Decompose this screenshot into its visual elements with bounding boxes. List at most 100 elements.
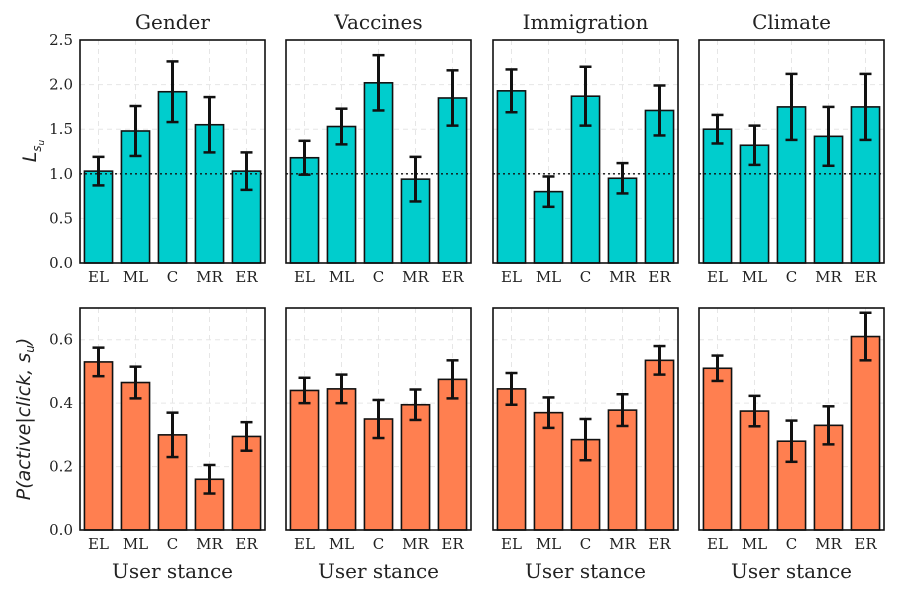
y-label-bottom-close: ) <box>13 338 35 347</box>
x-tick-label: ML <box>536 535 561 553</box>
x-tick-label: ER <box>854 268 877 286</box>
x-tick-label: MR <box>402 268 429 286</box>
y-label-bottom-sub: u <box>23 345 37 353</box>
x-tick-label: ER <box>441 535 464 553</box>
bar-ml <box>326 125 357 264</box>
panel-frame <box>79 39 266 264</box>
panel-title: Vaccines <box>333 10 422 34</box>
x-tick-label: ER <box>854 535 877 553</box>
panel-title: Climate <box>752 10 831 34</box>
bar-ml <box>739 410 770 531</box>
bar-el <box>83 170 114 264</box>
bar-er <box>644 359 675 531</box>
y-label-bottom-main: P(active|click, s <box>13 353 35 501</box>
x-axis-label: User stance <box>525 559 646 583</box>
x-tick-label: C <box>580 535 591 553</box>
y-tick-label: 2.0 <box>49 76 73 94</box>
panel-gender-row-1: Gender EL ML C MR ER 0.0 0.5 1.0 1.5 2.0 2.5 <box>49 10 266 286</box>
x-tick-label: EL <box>501 268 522 286</box>
x-tick-label: ML <box>123 535 148 553</box>
x-tick-label: ER <box>648 268 671 286</box>
x-tick-label: ML <box>329 535 354 553</box>
x-tick-label: C <box>786 535 797 553</box>
y-tick-label: 1.5 <box>49 120 73 138</box>
x-tick-label: ER <box>648 535 671 553</box>
bar-el <box>702 128 733 264</box>
x-tick-label: ML <box>742 268 767 286</box>
x-tick-label: MR <box>402 535 429 553</box>
x-tick-label: EL <box>88 268 109 286</box>
bar-el <box>289 389 320 531</box>
y-label-top-main: L <box>19 152 41 163</box>
x-tick-label: MR <box>815 535 842 553</box>
x-tick-label: ML <box>329 268 354 286</box>
bar-el <box>83 361 114 531</box>
y-axis-label-top: Lsu <box>19 139 47 162</box>
panel-frame <box>492 307 679 531</box>
y-label-top-sub1: s <box>30 145 44 151</box>
x-axis-label: User stance <box>112 559 233 583</box>
x-tick-label: EL <box>294 268 315 286</box>
x-tick-label: C <box>580 268 591 286</box>
y-tick-label: 0.0 <box>49 521 73 539</box>
x-tick-label: MR <box>609 535 636 553</box>
bar-mr <box>607 409 638 531</box>
panels-grid: Gender EL ML C MR ER 0.0 0.5 1.0 1.5 2.0 2.5 Vaccine… <box>49 10 885 583</box>
svg-text:P(active|click, su): P(active|click, su) <box>13 338 37 501</box>
x-axis-label: User stance <box>318 559 439 583</box>
y-axis-label-bottom: P(active|click, su) <box>13 338 37 501</box>
x-tick-label: ML <box>536 268 561 286</box>
x-tick-label: EL <box>707 268 728 286</box>
x-tick-label: C <box>373 268 384 286</box>
x-tick-label: EL <box>707 535 728 553</box>
y-tick-label: 2.5 <box>49 31 73 49</box>
x-tick-label: ER <box>235 535 258 553</box>
panel-title: Immigration <box>523 10 649 34</box>
panel-frame <box>285 307 472 531</box>
x-tick-label: C <box>167 268 178 286</box>
x-tick-label: ER <box>441 268 464 286</box>
x-tick-label: MR <box>815 268 842 286</box>
y-tick-label: 1.0 <box>49 165 73 183</box>
x-tick-label: EL <box>88 535 109 553</box>
x-tick-label: ML <box>123 268 148 286</box>
x-tick-label: ML <box>742 535 767 553</box>
x-tick-label: C <box>373 535 384 553</box>
bar-ml <box>533 411 564 531</box>
y-tick-label: 0.6 <box>49 331 73 349</box>
panel-climate-row-1: Climate EL ML C MR ER <box>698 10 885 286</box>
panel-frame <box>492 39 679 264</box>
x-tick-label: MR <box>196 535 223 553</box>
x-axis-label: User stance <box>731 559 852 583</box>
panel-vaccines-row-1: Vaccines EL ML C MR ER <box>285 10 472 286</box>
panel-title: Gender <box>135 10 210 34</box>
bar-el <box>702 367 733 531</box>
bar-er <box>437 378 468 531</box>
svg-text:Lsu: Lsu <box>19 139 47 162</box>
panel-frame <box>698 39 885 264</box>
y-label-top-sub2: u <box>37 139 47 145</box>
x-tick-label: ER <box>235 268 258 286</box>
y-tick-label: 0.2 <box>49 458 73 476</box>
panel-frame <box>79 307 266 531</box>
panel-immigration-row-1: Immigration EL ML C MR ER <box>492 10 679 286</box>
bar-el <box>496 90 527 264</box>
x-tick-label: EL <box>294 535 315 553</box>
bar-ml <box>120 381 151 531</box>
bar-el <box>496 388 527 531</box>
panel-frame <box>285 39 472 264</box>
y-tick-label: 0.5 <box>49 209 73 227</box>
x-tick-label: MR <box>196 268 223 286</box>
panel-frame <box>698 307 885 531</box>
x-tick-label: MR <box>609 268 636 286</box>
bar-er <box>850 335 881 531</box>
y-tick-label: 0.4 <box>49 394 73 412</box>
x-tick-label: C <box>167 535 178 553</box>
bar-ml <box>326 388 357 531</box>
bar-mr <box>400 403 431 531</box>
